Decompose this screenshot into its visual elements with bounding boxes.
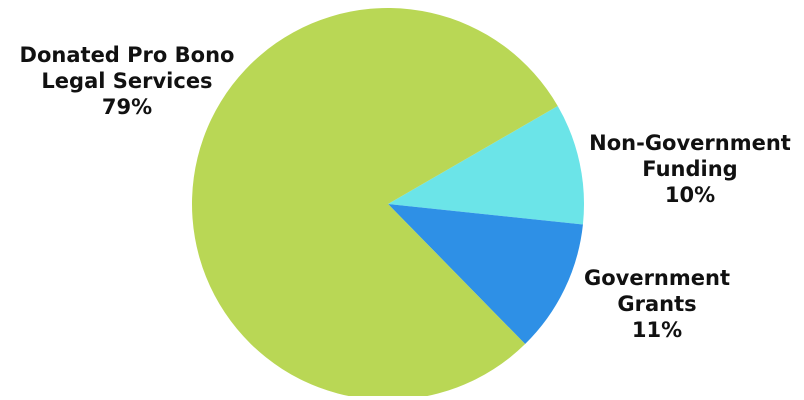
- pie-label-0: Donated Pro Bono Legal Services 79%: [20, 43, 235, 119]
- pie-label-line: Government: [584, 266, 730, 290]
- pie-label-line: Non-Government: [589, 131, 791, 155]
- pie-label-line: Donated Pro Bono: [20, 43, 235, 67]
- pie-label-line: Legal Services: [41, 69, 212, 93]
- pie-label-value: 79%: [102, 95, 152, 119]
- pie-labels: Donated Pro Bono Legal Services 79% Non-Gov…: [20, 43, 791, 342]
- pie-label-1: Non-Government Funding 10%: [589, 131, 791, 207]
- pie-slices: [192, 8, 585, 400]
- pie-label-line: Grants: [617, 292, 696, 316]
- pie-label-value: 10%: [665, 183, 715, 207]
- pie-label-2: Government Grants 11%: [584, 266, 730, 342]
- pie-slice-0: [192, 8, 558, 400]
- pie-label-line: Funding: [642, 157, 737, 181]
- pie-slice-1: [388, 106, 585, 225]
- pie-slice-2: [388, 204, 583, 345]
- pie-label-value: 11%: [632, 318, 682, 342]
